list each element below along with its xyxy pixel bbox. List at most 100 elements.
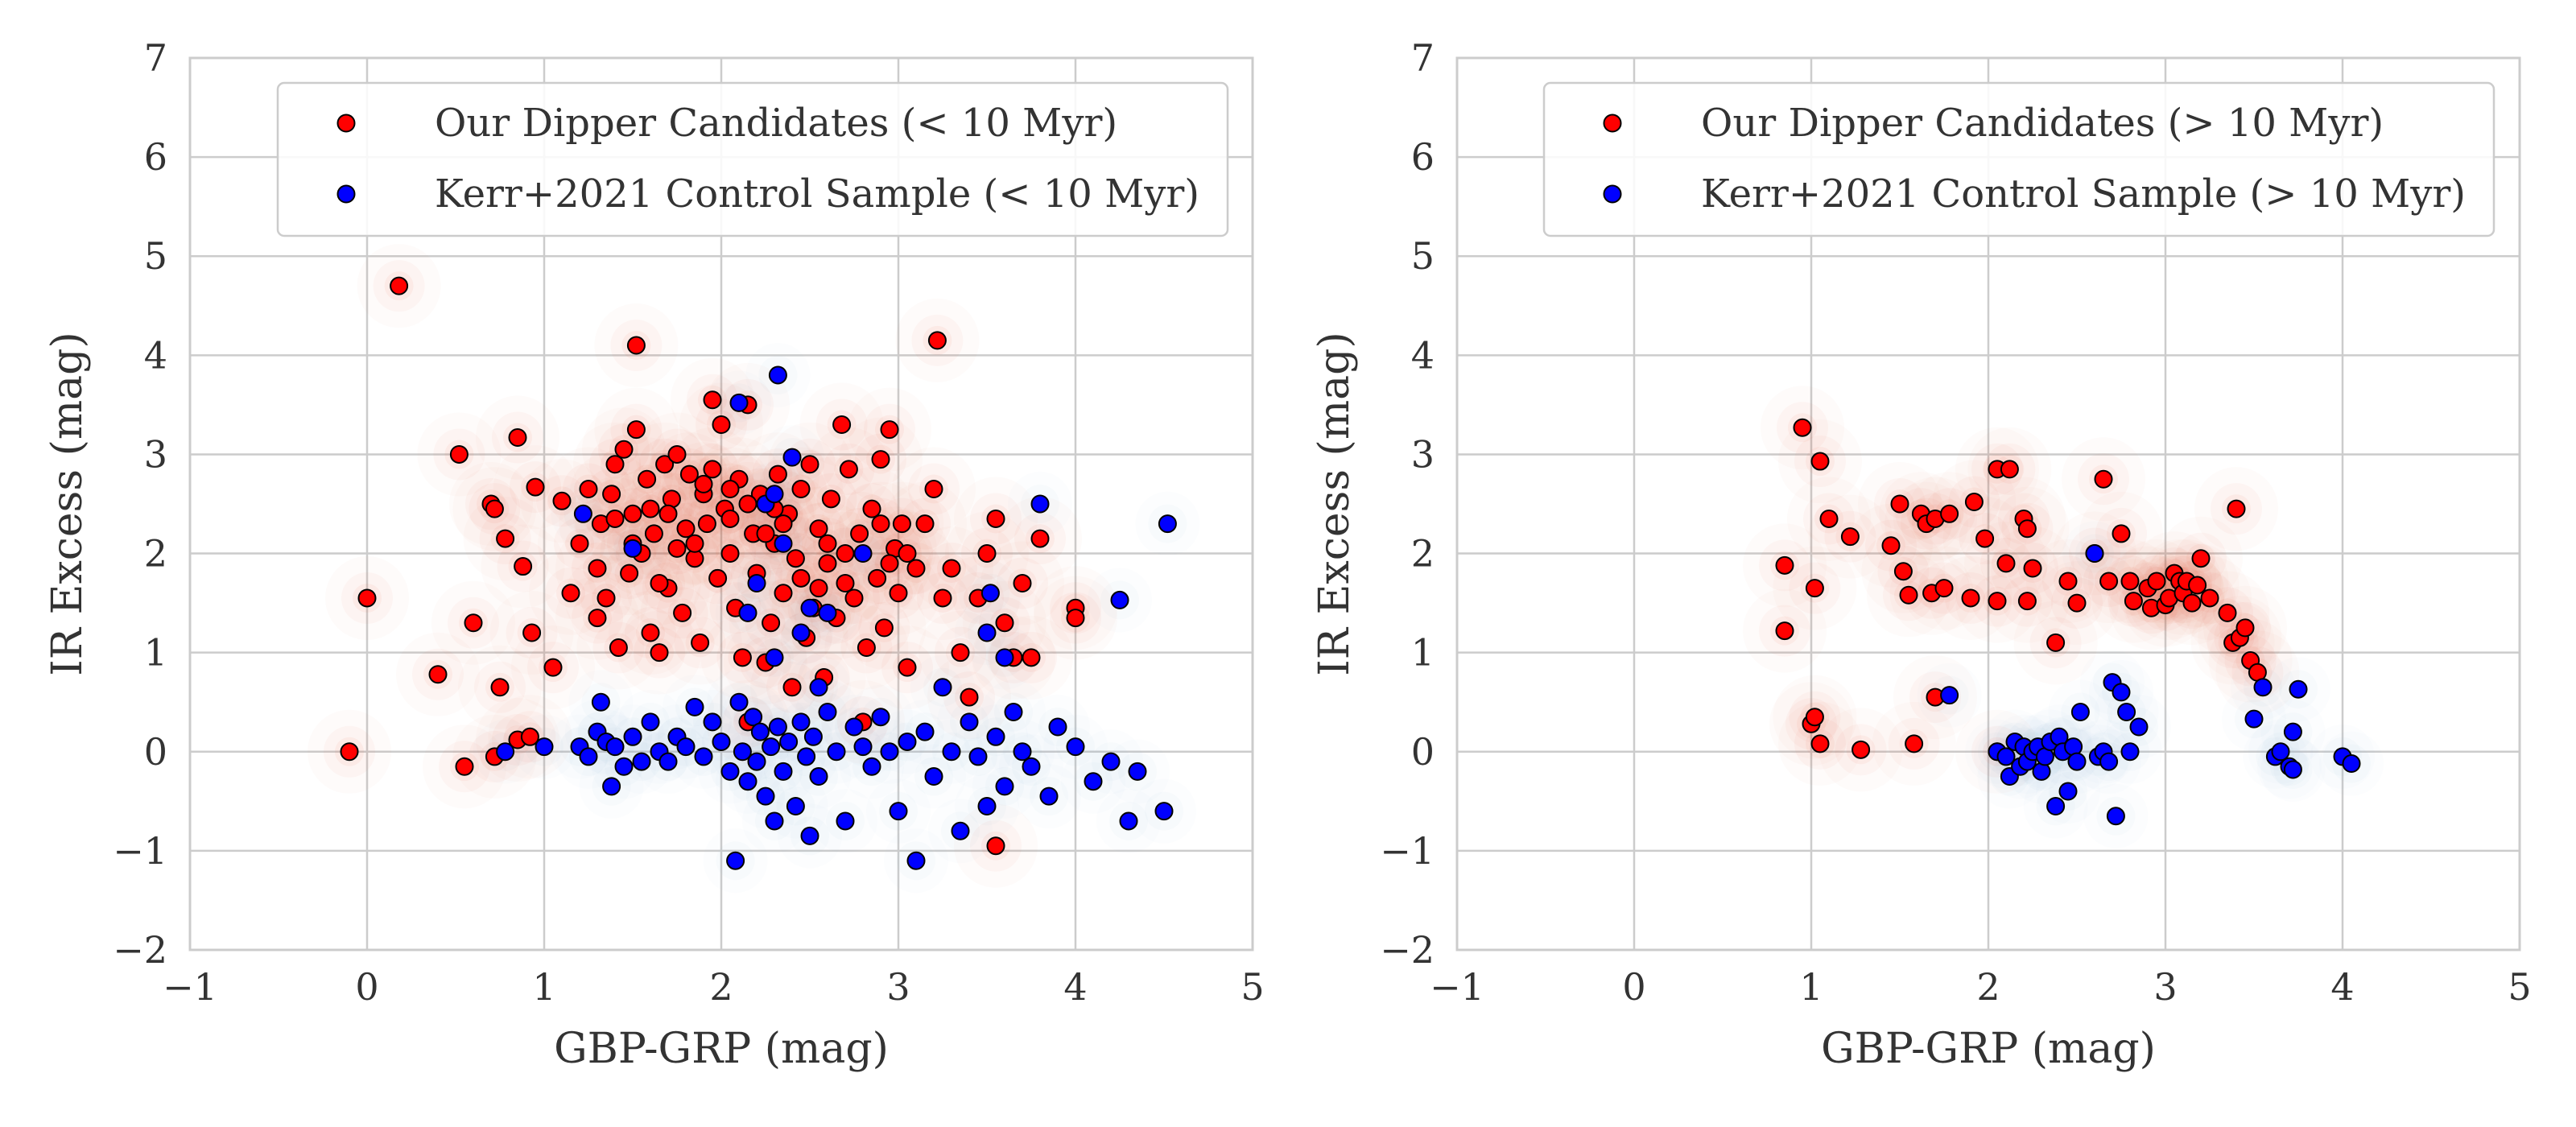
control-point [995,777,1014,796]
control-series [1940,544,2361,826]
candidate-point [514,557,533,576]
y-tick-label: 4 [144,333,167,377]
candidate-point [626,336,646,355]
control-point [968,747,988,766]
candidate-point [2017,592,2037,611]
candidate-point [1805,579,1824,598]
candidate-point [588,559,607,578]
candidate-point [809,579,828,598]
x-tick-label: 3 [2153,965,2177,1009]
control-point [2120,742,2140,762]
control-point [2244,709,2264,729]
control-point [779,732,799,751]
control-point [818,703,837,722]
candidate-point [490,678,510,697]
x-tick-label: 0 [1622,965,1645,1009]
control-point [774,534,793,553]
candidate-point [2235,618,2255,638]
x-tick-label: 1 [1799,965,1823,1009]
candidate-point [1840,527,1860,547]
candidate-point [614,440,634,459]
control-point [632,752,651,771]
control-point [977,796,997,815]
control-point [1128,762,1147,781]
candidate-point [2058,572,2078,591]
control-point [733,742,752,762]
control-point [762,737,781,757]
x-tick-label: 1 [532,965,555,1009]
candidate-point [768,464,787,484]
candidate-point [597,588,616,608]
candidate-point [1775,555,1794,575]
control-point [747,573,766,592]
candidate-point [898,544,917,564]
control-point [862,757,881,776]
candidate-point [774,584,793,603]
candidate-point [892,514,911,534]
candidate-point [836,544,855,564]
candidate-point [756,524,775,543]
candidate-point [1013,573,1032,592]
control-point [729,692,749,712]
candidate-point [1996,554,2016,573]
candidate-point [2000,460,2019,479]
candidate-point [960,687,979,707]
control-point [782,448,802,467]
control-point [720,762,740,781]
candidate-point [862,499,881,518]
candidate-point [720,544,740,564]
control-point [703,712,722,732]
legend-label-control: Kerr+2021 Control Sample (< 10 Myr) [435,171,1199,217]
y-tick-label: 4 [1411,333,1435,377]
control-point [1158,514,1177,534]
candidate-point [871,514,890,534]
candidate-point [786,549,805,568]
candidate-point [1890,494,1909,514]
x-tick-label: 2 [709,965,733,1009]
y-tick-label: 2 [1411,532,1435,576]
control-point [2058,782,2078,801]
y-tick-label: 7 [1411,36,1435,80]
candidate-point [644,524,663,543]
candidate-point [676,519,696,539]
candidate-point [924,480,943,499]
control-point [836,811,855,831]
candidate-point [1775,621,1794,641]
y-axis-label: IR Excess (mag) [43,332,92,675]
control-point [579,747,598,766]
candidate-point [691,633,710,652]
candidate-point [2182,593,2202,613]
candidate-point [871,450,890,469]
candidate-point [455,757,474,776]
candidate-point [720,509,740,528]
control-point [960,712,979,732]
candidate-point [927,331,947,350]
control-point [933,678,952,697]
y-tick-label: 1 [144,631,167,675]
candidate-point [800,455,819,474]
candidate-point [496,529,515,548]
candidate-point [782,678,802,697]
control-point [641,712,660,732]
control-point [853,737,873,757]
x-tick-label: 2 [1976,965,2000,1009]
control-point [2070,703,2090,722]
candidate-point [986,509,1005,528]
control-point [2342,754,2361,774]
control-point [2032,762,2051,781]
plot-frame [188,56,1254,952]
candidate-point [673,603,692,622]
candidate-point [880,420,899,440]
candidate-point [774,514,793,534]
candidate-point [720,480,740,499]
candidate-point [986,836,1005,856]
control-point [906,851,926,870]
y-tick-label: 1 [1411,631,1435,675]
candidate-point [791,480,811,499]
control-point [1119,811,1138,831]
candidate-point [906,559,926,578]
control-point [844,717,864,737]
control-point [1013,742,1032,762]
control-point [2046,796,2066,815]
